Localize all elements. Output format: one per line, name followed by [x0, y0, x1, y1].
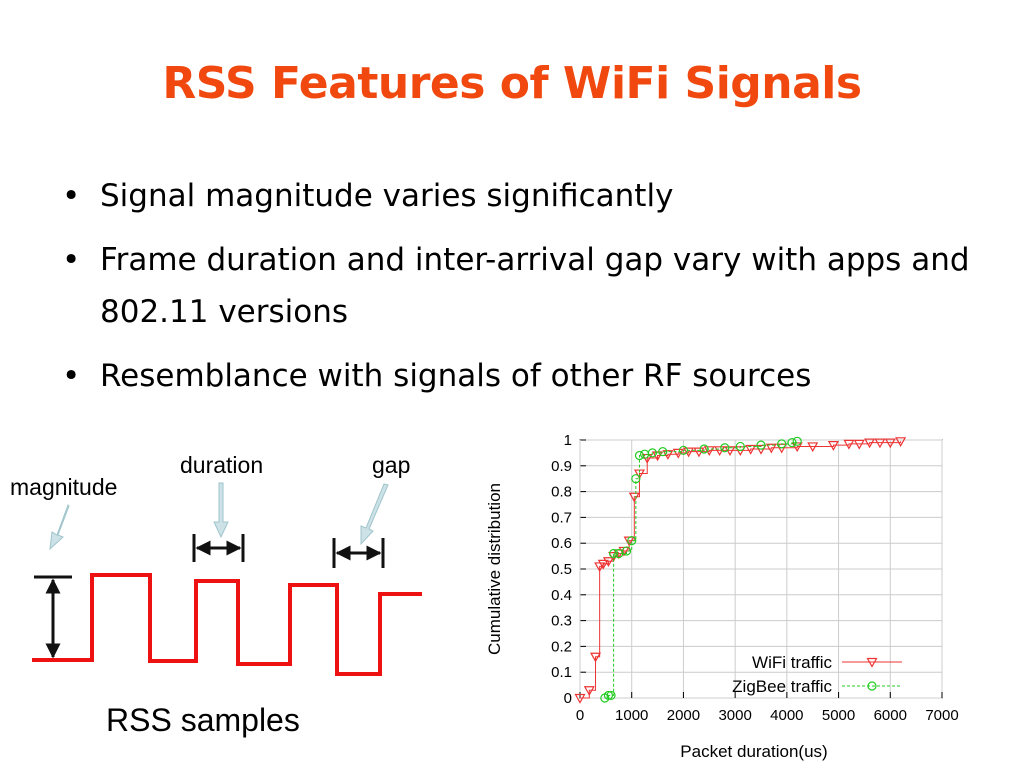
y-tick-label: 0.7: [551, 509, 572, 526]
slide-title: RSS Features of WiFi Signals: [162, 58, 862, 109]
magnitude-label: magnitude: [10, 474, 118, 500]
rss-signal-waveform: [32, 573, 422, 676]
data-point: [606, 690, 616, 701]
x-tick-label: 1000: [615, 707, 648, 724]
data-point: [895, 437, 907, 448]
bullet-dot: •: [62, 358, 81, 394]
bullet-dot: •: [62, 242, 81, 278]
bullet-text: Resemblance with signals of other RF sou…: [100, 358, 812, 394]
data-point: [874, 438, 886, 449]
duration-arrow: [192, 534, 245, 562]
data-point: [621, 546, 632, 556]
duration-label: duration: [180, 452, 264, 478]
y-tick-label: 0.3: [551, 613, 572, 630]
gap-label: gap: [372, 452, 411, 478]
data-point: [755, 444, 767, 455]
y-tick-label: 0.2: [551, 638, 572, 655]
legend: WiFi traffic ZigBee traffic: [732, 653, 902, 696]
y-tick-label: 0: [564, 690, 572, 707]
legend-label: ZigBee traffic: [732, 677, 832, 696]
legend-marker: [867, 681, 877, 691]
gap-arrow: [332, 538, 385, 568]
bullet-item: • Signal magnitude varies significantly: [62, 170, 982, 222]
bullet-item: • Resemblance with signals of other RF s…: [62, 350, 982, 402]
y-tick-label: 0.6: [551, 535, 572, 552]
data-point: [602, 557, 614, 567]
data-point: [765, 443, 777, 454]
y-tick-label: 1: [564, 432, 572, 449]
data-point: [853, 439, 865, 450]
data-point: [787, 437, 797, 448]
data-point: [699, 444, 709, 454]
x-tick-label: 2000: [667, 707, 700, 724]
data-point: [884, 438, 896, 449]
series-layer: [574, 436, 907, 704]
x-axis-label: Packet duration(us): [680, 742, 827, 761]
data-point: [597, 559, 609, 570]
y-tick-label: 0.5: [551, 561, 572, 578]
data-point: [628, 492, 640, 503]
legend-marker: [866, 657, 878, 668]
data-point: [735, 441, 745, 452]
series-zigbee: [600, 436, 802, 703]
x-tick-labels: 0 1000 2000 3000 4000 5000 6000 7000: [576, 707, 959, 724]
data-point: [627, 536, 637, 546]
y-tick-label: 0.8: [551, 484, 572, 501]
data-point: [792, 436, 802, 446]
x-tick-label: 0: [576, 707, 584, 724]
data-point: [864, 438, 876, 449]
data-point: [574, 693, 586, 704]
data-point: [631, 474, 641, 484]
series-line: [604, 441, 798, 699]
y-tick-label: 0.9: [551, 458, 572, 475]
data-point: [589, 652, 602, 663]
y-tick-label: 0.4: [551, 587, 572, 604]
y-tick-label: 0.1: [551, 664, 572, 681]
x-tick-label: 4000: [770, 707, 803, 724]
data-point: [745, 444, 757, 455]
series-wifi: [574, 437, 907, 704]
data-point: [703, 446, 715, 457]
magnitude-callout-arrow: [49, 504, 70, 551]
bullet-list: • Signal magnitude varies significantly …: [62, 170, 982, 414]
data-point: [843, 439, 855, 450]
gap-callout-arrow: [360, 483, 389, 546]
data-point: [583, 686, 595, 696]
callout-arrows: [49, 482, 389, 551]
magnitude-arrow: [34, 575, 72, 659]
y-axis-label: Cumulative distribution: [485, 483, 504, 655]
data-point: [683, 447, 695, 458]
data-point: [756, 440, 766, 450]
data-point: [678, 445, 689, 455]
x-tick-label: 5000: [822, 707, 855, 724]
legend-label: WiFi traffic: [752, 653, 832, 672]
series-line: [580, 441, 902, 699]
data-point: [647, 448, 658, 458]
data-point: [827, 441, 839, 451]
bullet-item: • Frame duration and inter-arrival gap v…: [62, 234, 982, 338]
y-tick-labels: 0 0.1 0.2 0.3 0.4 0.5 0.6 0.7 0.8 0.9 1: [551, 432, 572, 707]
duration-callout-arrow: [213, 482, 229, 539]
bullet-text: Signal magnitude varies significantly: [100, 178, 674, 214]
data-point: [720, 443, 730, 453]
x-tick-label: 6000: [874, 707, 907, 724]
data-point: [807, 442, 819, 453]
x-tick-label: 7000: [925, 707, 958, 724]
data-point: [777, 439, 787, 449]
data-point: [603, 690, 614, 701]
data-point: [609, 548, 619, 559]
data-point: [658, 447, 668, 457]
bullet-text: Frame duration and inter-arrival gap var…: [100, 242, 970, 330]
x-tick-label: 3000: [718, 707, 751, 724]
data-point: [634, 450, 645, 461]
bullet-dot: •: [62, 178, 81, 214]
grid: [579, 439, 943, 699]
rss-samples-caption: RSS samples: [106, 702, 300, 738]
